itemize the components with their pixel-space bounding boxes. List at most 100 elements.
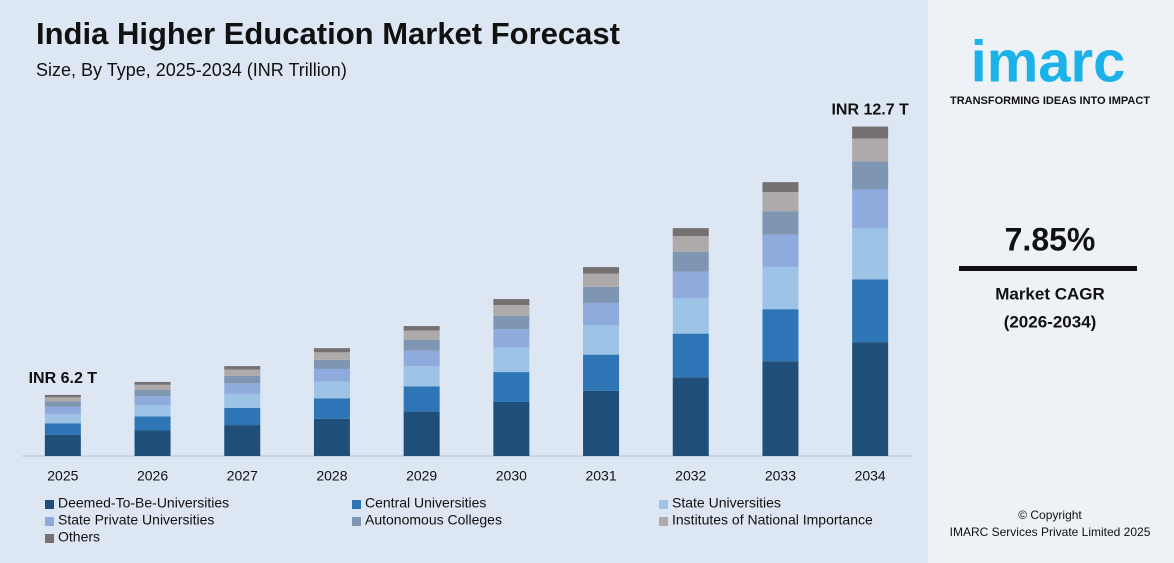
- bar-segment: [762, 309, 799, 362]
- total-annotation: INR 12.7 T: [831, 102, 909, 119]
- bar-segment: [583, 267, 620, 274]
- bar-segment: [313, 359, 350, 369]
- divider: [959, 266, 1137, 271]
- legend-marker: [45, 534, 54, 543]
- bar-segment: [583, 273, 620, 287]
- bar-segment: [403, 326, 440, 331]
- bar-segment: [224, 383, 261, 394]
- bar-segment: [44, 406, 81, 414]
- bar-segment: [493, 401, 530, 456]
- legend-marker: [45, 500, 54, 509]
- total-annotation: INR 6.2 T: [29, 370, 98, 387]
- bar-segment: [852, 279, 889, 343]
- bar-segment: [134, 396, 171, 406]
- bar-segment: [852, 126, 889, 139]
- bar-segment: [44, 413, 81, 424]
- bar-segment: [403, 339, 440, 351]
- bar-segment: [852, 161, 889, 190]
- bar-segment: [583, 390, 620, 456]
- bar-segment: [44, 434, 81, 456]
- legend-label: State Universities: [672, 495, 781, 511]
- bar-segment: [313, 348, 350, 353]
- bar-segment: [493, 372, 530, 402]
- x-tick-label: 2027: [227, 468, 258, 484]
- bar-segment: [44, 394, 81, 398]
- bar-segment: [134, 390, 171, 397]
- bar-segment: [583, 302, 620, 326]
- bar-segment: [224, 366, 261, 370]
- bar-segment: [493, 299, 530, 306]
- cagr-label: Market CAGR: [995, 284, 1105, 303]
- bar-segment: [672, 252, 709, 272]
- bar-segment: [672, 236, 709, 253]
- legend-marker: [45, 517, 54, 526]
- legend-marker: [352, 500, 361, 509]
- bar-segment: [852, 228, 889, 280]
- legend-label: Institutes of National Importance: [672, 512, 873, 528]
- bar-segment: [583, 354, 620, 391]
- x-tick-label: 2033: [765, 468, 796, 484]
- bar-segment: [134, 430, 171, 456]
- bar-segment: [224, 393, 261, 408]
- legend-label: Deemed-To-Be-Universities: [58, 495, 229, 511]
- bar-segment: [403, 350, 440, 367]
- bar-segment: [224, 407, 261, 426]
- bar-segment: [134, 416, 171, 431]
- x-tick-label: 2034: [855, 468, 886, 484]
- chart-subtitle: Size, By Type, 2025-2034 (INR Trillion): [36, 60, 347, 80]
- logo: imarc: [971, 29, 1126, 94]
- copyright: © Copyright: [1018, 508, 1082, 522]
- bar-segment: [852, 189, 889, 229]
- bar-segment: [583, 286, 620, 303]
- bar-segment: [672, 228, 709, 237]
- bar-segment: [852, 138, 889, 162]
- bar-segment: [313, 418, 350, 456]
- bar-segment: [224, 375, 261, 384]
- legend-label: Central Universities: [365, 495, 486, 511]
- bar-segment: [672, 333, 709, 378]
- x-tick-label: 2031: [585, 468, 616, 484]
- bar-segment: [762, 182, 799, 192]
- bar-segment: [583, 325, 620, 355]
- bar-segment: [762, 234, 799, 267]
- bar-segment: [313, 352, 350, 360]
- bar-segment: [224, 369, 261, 376]
- bar-segment: [134, 381, 171, 385]
- bar-segment: [493, 329, 530, 348]
- bar-segment: [134, 405, 171, 417]
- bar-segment: [493, 305, 530, 316]
- side-panel: [928, 0, 1174, 563]
- bar-segment: [672, 271, 709, 299]
- legend-label: Others: [58, 529, 100, 545]
- bar-segment: [44, 423, 81, 435]
- bar-segment: [493, 347, 530, 373]
- legend-label: State Private Universities: [58, 512, 214, 528]
- bar-segment: [44, 397, 81, 402]
- x-tick-label: 2026: [137, 468, 168, 484]
- bar-segment: [134, 384, 171, 390]
- bar-segment: [672, 377, 709, 456]
- bar-segment: [493, 315, 530, 330]
- bar-segment: [313, 398, 350, 419]
- bar-segment: [403, 330, 440, 340]
- bar-segment: [403, 386, 440, 412]
- x-tick-label: 2030: [496, 468, 527, 484]
- bar-segment: [762, 361, 799, 456]
- bar-segment: [313, 368, 350, 382]
- x-tick-label: 2028: [316, 468, 347, 484]
- bar-segment: [672, 298, 709, 334]
- bar-segment: [313, 381, 350, 399]
- x-tick-label: 2025: [47, 468, 78, 484]
- chart-title: India Higher Education Market Forecast: [36, 16, 620, 51]
- legend-marker: [659, 517, 668, 526]
- bar-segment: [403, 411, 440, 456]
- bar-segment: [44, 401, 81, 407]
- x-tick-label: 2029: [406, 468, 437, 484]
- bar-segment: [762, 211, 799, 235]
- company: IMARC Services Private Limited 2025: [950, 525, 1151, 539]
- bar-segment: [762, 266, 799, 310]
- x-tick-label: 2032: [675, 468, 706, 484]
- bar-segment: [762, 192, 799, 212]
- bar-segment: [852, 342, 889, 456]
- bar-segment: [224, 425, 261, 456]
